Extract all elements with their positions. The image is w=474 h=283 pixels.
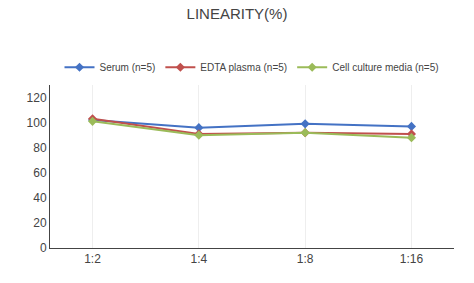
svg-text:40: 40	[33, 191, 47, 205]
svg-text:80: 80	[33, 141, 47, 155]
svg-text:Serum (n=5): Serum (n=5)	[100, 62, 156, 73]
svg-text:100: 100	[27, 116, 47, 130]
svg-text:0: 0	[40, 241, 47, 255]
svg-text:1:16: 1:16	[400, 252, 424, 266]
svg-text:120: 120	[27, 91, 47, 105]
svg-text:1:8: 1:8	[297, 252, 314, 266]
svg-text:20: 20	[33, 216, 47, 230]
svg-text:1:2: 1:2	[84, 252, 101, 266]
svg-text:EDTA plasma (n=5): EDTA plasma (n=5)	[200, 62, 287, 73]
svg-text:Cell culture media (n=5): Cell culture media (n=5)	[332, 62, 438, 73]
svg-text:60: 60	[33, 166, 47, 180]
svg-text:1:4: 1:4	[190, 252, 207, 266]
svg-text:LINEARITY(%): LINEARITY(%)	[187, 5, 288, 22]
